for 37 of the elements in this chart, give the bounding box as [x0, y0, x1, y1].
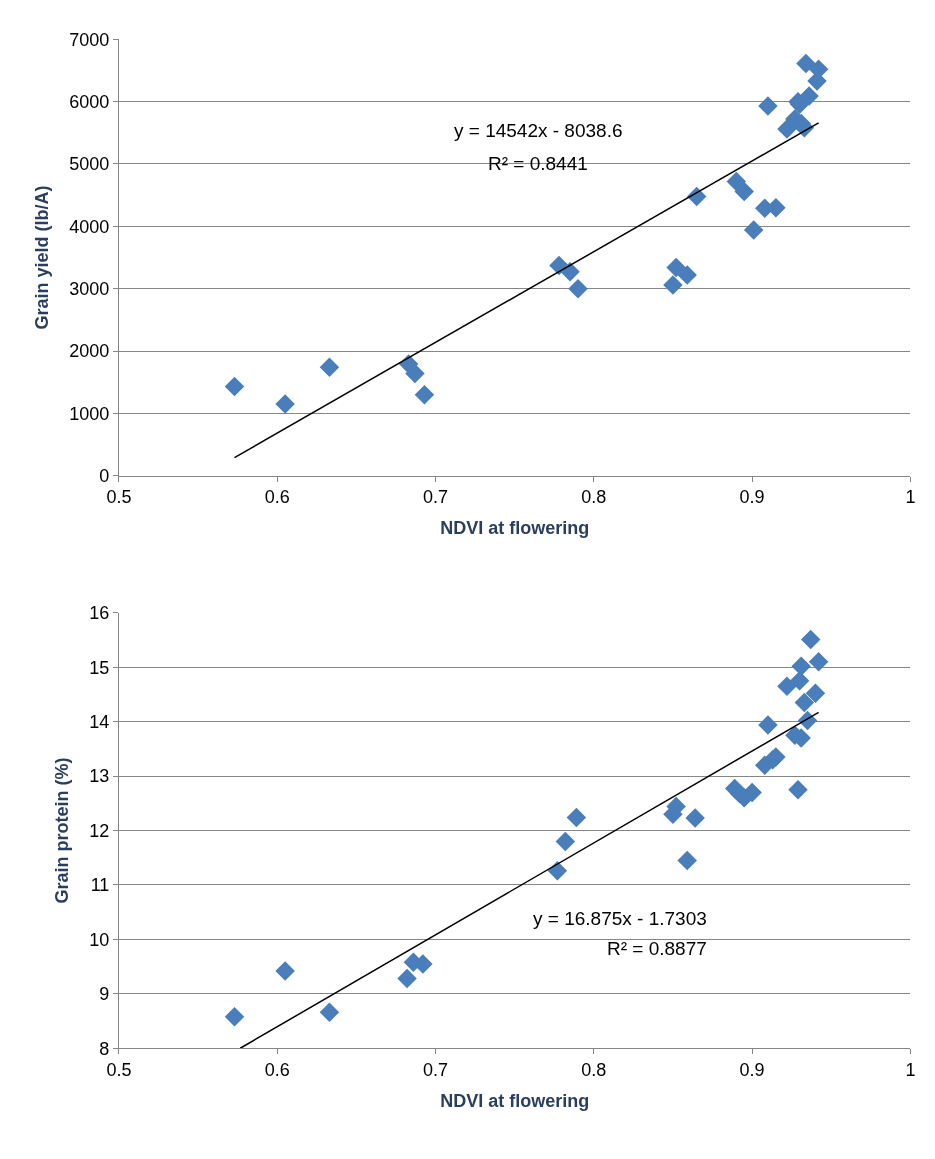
y-tick-label: 4000	[69, 216, 110, 237]
y-tick-label: 1000	[69, 403, 110, 424]
x-tick-label: 0.7	[423, 487, 449, 508]
y-tick-label: 7000	[69, 29, 110, 50]
y-tick-label: 8	[99, 1038, 110, 1059]
x-tick-label: 0.5	[106, 1059, 132, 1080]
x-tick-label: 0.9	[739, 1059, 765, 1080]
y-tick-label: 0	[99, 466, 110, 487]
annotation: y = 16.875x - 1.7303	[533, 908, 707, 929]
x-tick-label: 0.5	[106, 487, 132, 508]
x-tick-label: 1	[905, 1059, 916, 1080]
x-tick-label: 0.9	[739, 487, 765, 508]
y-tick-label: 16	[89, 603, 110, 624]
annotation: y = 14542x - 8038.6	[454, 120, 623, 141]
y-tick-label: 10	[89, 929, 110, 950]
x-tick-label: 0.8	[581, 487, 607, 508]
x-tick-label: 1	[905, 487, 916, 508]
x-axis-title: NDVI at flowering	[440, 518, 590, 539]
y-tick-label: 2000	[69, 341, 110, 362]
x-tick-label: 0.7	[423, 1059, 449, 1080]
y-tick-label: 5000	[69, 154, 110, 175]
annotation: R² = 0.8877	[607, 938, 707, 959]
x-tick-label: 0.8	[581, 1059, 607, 1080]
y-tick-label: 11	[90, 875, 110, 896]
y-tick-label: 3000	[69, 278, 110, 299]
x-axis-title: NDVI at flowering	[440, 1090, 590, 1111]
y-tick-label: 12	[89, 820, 110, 841]
y-tick-label: 9	[99, 984, 110, 1005]
y-tick-label: 15	[89, 657, 110, 678]
y-tick-label: 13	[89, 766, 110, 787]
annotation: R² = 0.8441	[488, 153, 588, 174]
y-tick-label: 6000	[69, 91, 110, 112]
y-axis-title: Grain yield (lb/A)	[32, 185, 53, 330]
x-tick-label: 0.6	[264, 1059, 290, 1080]
y-axis-title: Grain protein (%)	[52, 757, 73, 904]
x-tick-label: 0.6	[264, 487, 290, 508]
y-tick-label: 14	[89, 711, 110, 732]
